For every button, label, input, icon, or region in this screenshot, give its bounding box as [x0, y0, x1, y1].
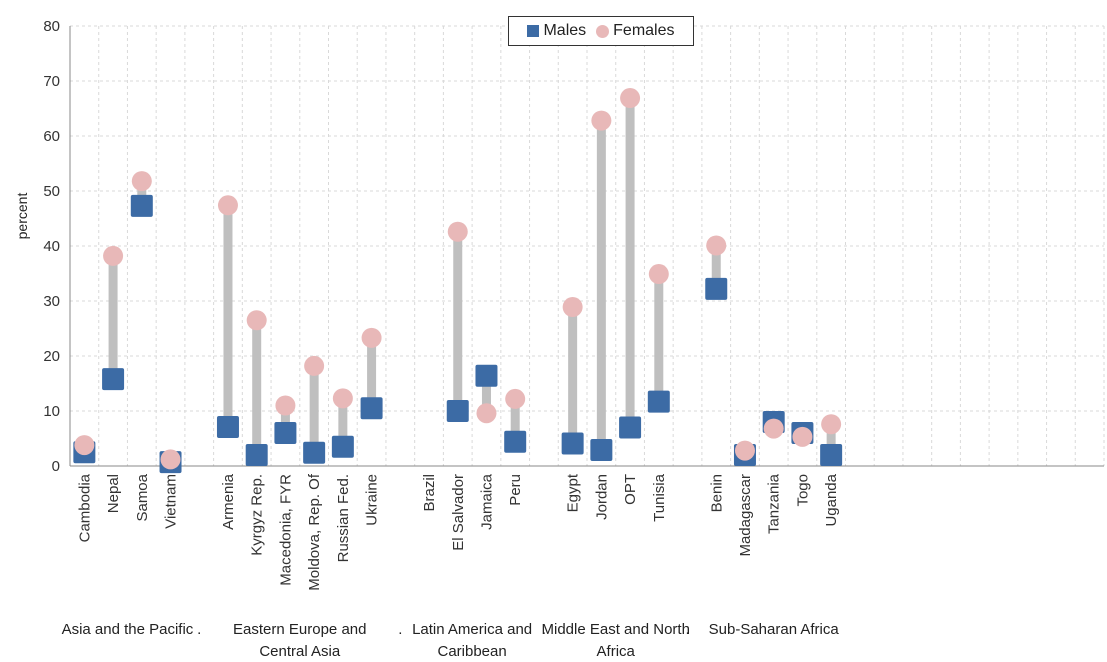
- female-marker: [275, 395, 296, 416]
- y-tick-label: 30: [43, 293, 60, 310]
- x-tick-label: El Salvador: [450, 474, 467, 551]
- group-label: Eastern Europe and Central Asia: [233, 621, 366, 660]
- y-tick-label: 70: [43, 73, 60, 90]
- y-tick-label: 0: [52, 458, 60, 475]
- legend-males-swatch: [527, 25, 540, 37]
- legend-females-label: Females: [613, 22, 675, 39]
- male-marker: [102, 368, 125, 391]
- female-marker: [620, 88, 641, 109]
- female-marker: [246, 310, 267, 331]
- group-label: Middle East and North Africa: [542, 621, 690, 660]
- female-marker: [505, 388, 526, 409]
- female-marker: [74, 435, 95, 456]
- x-tick-label: Jordan: [593, 474, 610, 520]
- x-tick-label: Vietnam: [163, 474, 180, 529]
- male-marker: [475, 364, 498, 387]
- female-marker: [562, 297, 583, 318]
- male-marker: [274, 422, 297, 444]
- female-marker: [103, 245, 124, 266]
- y-tick-label: 20: [43, 348, 60, 365]
- male-marker: [504, 430, 527, 453]
- male-marker: [216, 415, 239, 438]
- x-tick-label: Peru: [507, 474, 524, 506]
- y-axis-label: percent: [14, 192, 30, 240]
- x-tick-label: Nepal: [105, 474, 122, 513]
- x-tick-label: Benin: [708, 474, 725, 512]
- group-label: Asia and the Pacific: [62, 621, 194, 638]
- male-marker: [360, 397, 383, 420]
- y-tick-label: 40: [43, 238, 60, 255]
- y-tick-label: 10: [43, 403, 60, 420]
- female-marker: [217, 195, 238, 216]
- x-tick-label: Moldova, Rep. Of: [306, 473, 323, 591]
- chart-marks: [73, 88, 843, 474]
- female-marker: [763, 418, 784, 439]
- x-tick-label: Tunisia: [651, 473, 668, 521]
- y-tick-label: 60: [43, 128, 60, 145]
- x-tick-label: Macedonia, FYR: [277, 474, 294, 586]
- female-marker: [131, 171, 152, 192]
- legend-males-label: Males: [543, 22, 587, 39]
- x-tick-label: Armenia: [220, 473, 237, 530]
- x-tick-label: Uganda: [823, 473, 840, 526]
- x-tick-label: Jamaica: [478, 473, 495, 530]
- x-tick-label: Brazil: [421, 474, 438, 512]
- y-tick-label: 50: [43, 183, 60, 200]
- legend-item-males: Males: [527, 22, 586, 40]
- female-marker: [361, 327, 382, 348]
- male-marker: [331, 435, 354, 458]
- male-marker: [619, 416, 642, 439]
- female-marker: [792, 426, 813, 447]
- female-marker: [160, 449, 181, 470]
- x-tick-label: Ukraine: [364, 474, 381, 526]
- group-separator: .: [398, 621, 402, 638]
- male-marker: [561, 432, 584, 455]
- male-marker: [647, 390, 670, 413]
- y-tick-label: 80: [43, 18, 60, 35]
- male-marker: [130, 194, 153, 217]
- female-marker: [332, 388, 353, 409]
- legend-item-females: Females: [596, 22, 675, 40]
- x-tick-label: Egypt: [565, 473, 582, 512]
- x-tick-label: OPT: [622, 474, 639, 505]
- male-marker: [446, 400, 469, 422]
- legend-females-swatch: [596, 24, 610, 38]
- group-separator: .: [542, 621, 546, 638]
- x-tick-label: Togo: [794, 474, 811, 507]
- female-marker: [706, 235, 727, 256]
- group-separator: .: [685, 621, 689, 638]
- female-marker: [447, 221, 468, 242]
- male-marker: [303, 441, 326, 464]
- female-marker: [821, 414, 842, 435]
- male-marker: [705, 277, 728, 300]
- x-tick-label: Madagascar: [737, 474, 754, 557]
- x-tick-label: Cambodia: [76, 473, 93, 542]
- axes: [69, 26, 1104, 467]
- female-marker: [591, 110, 612, 131]
- female-marker: [476, 403, 497, 424]
- male-marker: [590, 439, 613, 462]
- female-marker: [304, 355, 325, 376]
- x-tick-label: Russian Fed.: [335, 474, 352, 562]
- male-marker: [245, 444, 268, 466]
- x-tick-label: Samoa: [134, 473, 151, 521]
- group-label: Sub-Saharan Africa: [709, 621, 840, 638]
- gridlines: [70, 25, 1105, 466]
- legend: Males Females: [508, 16, 694, 46]
- female-marker: [648, 264, 669, 285]
- x-tick-label: Kyrgyz Rep.: [249, 474, 266, 556]
- male-marker: [820, 444, 843, 466]
- tick-labels: 0 10 20 30 40 50 60 70 80 Cambodia Nepal Samoa Vietn…: [43, 18, 840, 660]
- group-label: Latin America and Caribbean: [412, 621, 532, 660]
- x-tick-label: Tanzania: [766, 473, 783, 534]
- group-separator: .: [197, 621, 201, 638]
- female-marker: [734, 440, 755, 461]
